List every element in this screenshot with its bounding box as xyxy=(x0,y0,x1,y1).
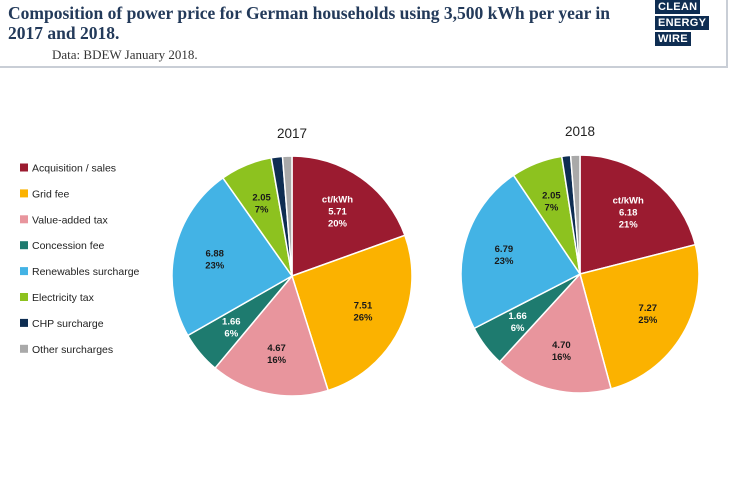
legend-label: Acquisition / sales xyxy=(32,163,116,175)
legend-label: CHP surcharge xyxy=(32,318,104,330)
pie-slice xyxy=(579,154,697,275)
data-source: Data: BDEW January 2018. xyxy=(52,47,198,62)
pie-slice xyxy=(171,176,294,337)
legend-label: Renewables surcharge xyxy=(32,266,140,278)
slice-data-label: 21% xyxy=(619,220,639,231)
slice-data-label: 2.05 xyxy=(542,190,561,201)
slice-data-label: 16% xyxy=(267,355,287,366)
legend-label: Electricity tax xyxy=(32,292,95,304)
legend-label: Value-added tax xyxy=(32,214,108,226)
slice-data-label: 7% xyxy=(545,202,559,213)
slice-data-label: 4.70 xyxy=(552,340,571,351)
slice-data-label: 6.79 xyxy=(495,244,514,255)
header-divider-vertical xyxy=(726,0,728,68)
slice-data-label: 7.51 xyxy=(354,301,373,312)
slice-data-label: 25% xyxy=(638,315,658,326)
logo-line-3: WIRE xyxy=(655,32,691,46)
pie-slice xyxy=(569,154,581,275)
slice-data-label: 1.66 xyxy=(222,316,241,327)
pie-slice xyxy=(213,274,330,397)
slice-data-label: 23% xyxy=(205,260,225,271)
legend: Acquisition / sales Grid fee Value-added t… xyxy=(20,163,140,356)
slice-data-label: 6.18 xyxy=(619,208,638,219)
slice-data-label: 23% xyxy=(494,256,514,267)
logo-line-1: CLEAN xyxy=(655,0,701,14)
legend-label: Grid fee xyxy=(32,188,70,200)
slice-data-label: 4.67 xyxy=(267,343,286,354)
legend-swatch xyxy=(20,344,28,353)
slice-data-label: 6% xyxy=(224,328,238,339)
legend-swatch xyxy=(20,241,28,250)
slice-data-label: 7% xyxy=(255,204,269,215)
page-title: Composition of power price for German ho… xyxy=(8,3,611,43)
logo-line-2: ENERGY xyxy=(655,16,710,30)
pie-slice xyxy=(291,234,413,392)
pie-slice xyxy=(579,243,700,390)
legend-swatch xyxy=(20,293,28,301)
slice-data-label: 7.27 xyxy=(639,303,658,314)
slice-data-label: 20% xyxy=(328,219,348,230)
legend-swatch xyxy=(20,215,28,224)
pie-slice xyxy=(498,272,612,394)
legend-swatch xyxy=(20,267,28,276)
slice-data-label: 1.66 xyxy=(508,311,527,322)
legend-swatch xyxy=(20,318,28,327)
legend-swatch xyxy=(20,163,28,172)
legend-label: Concession fee xyxy=(32,240,105,252)
pie-title: 2018 xyxy=(565,124,595,139)
slice-data-label: ct/kWh xyxy=(322,195,353,206)
slice-data-label: 26% xyxy=(353,313,373,324)
header-divider xyxy=(0,66,728,68)
slice-data-label: 6.88 xyxy=(205,248,224,259)
clean-energy-wire-logo: CLEAN ENERGY WIRE xyxy=(655,0,711,48)
slice-data-label: 2.05 xyxy=(252,192,271,203)
pie-slice xyxy=(281,155,293,277)
pie-title: 2017 xyxy=(277,126,307,141)
pies-group: 2017ct/kWh5.7120%7.5126%4.6716%1.666%6.8… xyxy=(171,124,700,397)
slice-data-label: 16% xyxy=(552,352,572,363)
slice-data-label: 5.71 xyxy=(328,207,347,218)
legend-swatch xyxy=(20,189,28,198)
slice-data-label: 6% xyxy=(511,323,525,334)
pie-slice xyxy=(460,174,582,330)
pie-slice xyxy=(291,155,406,278)
slice-data-label: ct/kWh xyxy=(613,196,644,207)
legend-label: Other surcharges xyxy=(32,344,113,356)
